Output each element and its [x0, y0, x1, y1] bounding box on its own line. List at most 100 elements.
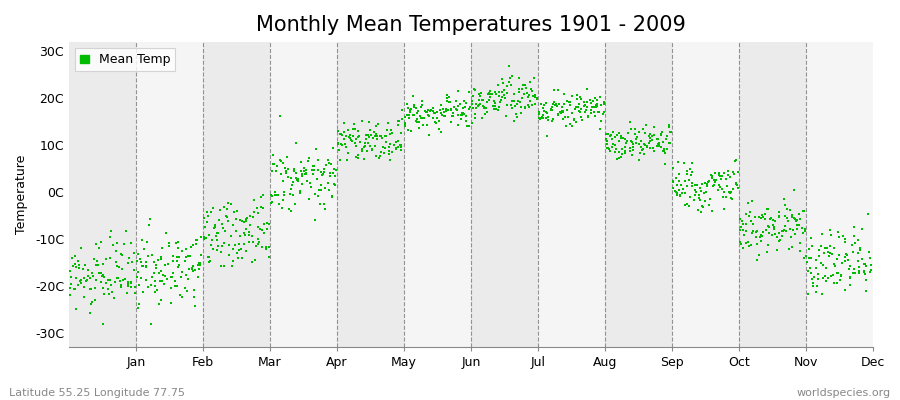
Point: [670, 189, 684, 196]
Point: [184, 266, 199, 272]
Point: [357, 144, 372, 150]
Point: [577, 102, 591, 109]
Point: [326, 145, 340, 152]
Point: [248, 256, 262, 263]
Point: [393, 142, 408, 148]
Point: [519, 90, 534, 96]
Point: [589, 104, 603, 110]
Point: [778, 196, 792, 203]
Point: [601, 130, 616, 137]
Point: [699, 181, 714, 188]
Point: [403, 106, 418, 112]
Point: [643, 131, 657, 137]
Point: [562, 102, 577, 108]
Point: [230, 207, 244, 214]
Point: [155, 278, 169, 284]
Point: [842, 256, 856, 263]
Point: [502, 75, 517, 81]
Point: [535, 114, 549, 120]
Point: [624, 126, 638, 132]
Point: [590, 101, 604, 107]
Point: [112, 264, 126, 270]
Point: [250, 205, 265, 212]
Point: [334, 131, 348, 137]
Point: [239, 248, 254, 254]
Point: [583, 97, 598, 103]
Point: [636, 126, 651, 133]
Point: [78, 278, 93, 284]
Point: [328, 173, 342, 179]
Point: [468, 86, 482, 93]
Point: [526, 74, 541, 81]
Point: [428, 119, 442, 125]
Point: [86, 270, 100, 276]
Point: [251, 241, 266, 247]
Point: [295, 173, 310, 179]
Point: [377, 150, 392, 156]
Point: [200, 208, 214, 215]
Point: [96, 291, 111, 298]
Point: [199, 234, 213, 241]
Point: [68, 253, 82, 260]
Point: [242, 232, 256, 238]
Point: [401, 115, 416, 122]
Point: [832, 270, 846, 276]
Point: [237, 219, 251, 225]
Point: [717, 206, 732, 212]
Point: [410, 118, 425, 125]
Point: [781, 218, 796, 225]
Point: [369, 131, 383, 138]
Point: [749, 229, 763, 235]
Point: [650, 136, 664, 142]
Point: [816, 262, 831, 268]
Point: [739, 228, 753, 234]
Point: [472, 96, 487, 103]
Point: [239, 226, 254, 232]
Point: [761, 223, 776, 229]
Point: [617, 150, 632, 156]
Point: [557, 91, 572, 97]
Point: [736, 226, 751, 233]
Point: [483, 91, 498, 98]
Point: [156, 272, 170, 278]
Point: [858, 260, 872, 267]
Point: [768, 217, 782, 224]
Point: [549, 101, 563, 107]
Point: [186, 294, 201, 300]
Point: [840, 251, 854, 258]
Point: [490, 105, 504, 112]
Point: [491, 89, 506, 95]
Point: [516, 82, 530, 88]
Point: [351, 155, 365, 161]
Point: [481, 108, 495, 115]
Point: [600, 144, 615, 151]
Point: [580, 104, 594, 110]
Point: [752, 214, 766, 220]
Point: [395, 116, 410, 122]
Point: [569, 119, 583, 126]
Point: [281, 166, 295, 172]
Point: [512, 99, 526, 105]
Point: [124, 279, 139, 285]
Point: [135, 262, 149, 269]
Point: [848, 270, 862, 276]
Point: [259, 244, 274, 250]
Point: [325, 194, 339, 200]
Point: [269, 163, 284, 170]
Point: [597, 99, 611, 106]
Point: [133, 256, 148, 262]
Point: [70, 258, 85, 264]
Point: [688, 192, 702, 198]
Point: [364, 132, 378, 138]
Point: [504, 102, 518, 108]
Point: [210, 236, 224, 243]
Point: [776, 228, 790, 234]
Point: [68, 264, 83, 271]
Point: [494, 97, 508, 103]
Point: [773, 237, 788, 243]
Point: [323, 170, 338, 176]
Point: [270, 192, 284, 199]
Point: [482, 89, 496, 96]
Point: [257, 230, 272, 237]
Point: [110, 240, 124, 246]
